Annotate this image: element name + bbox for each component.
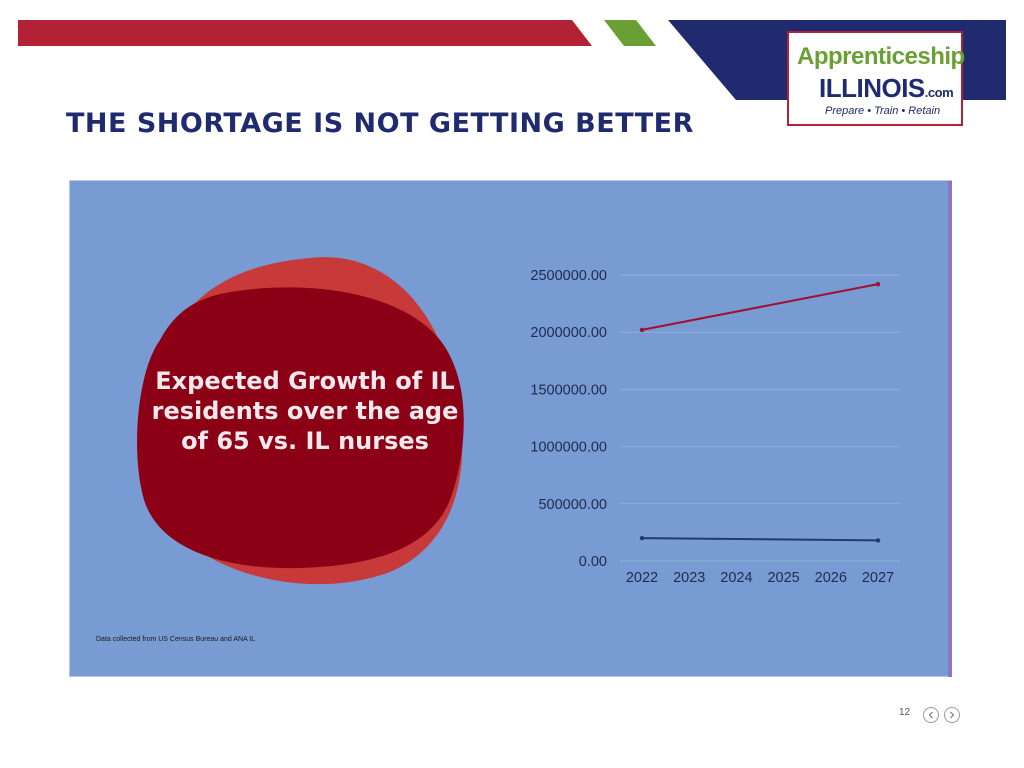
y-tick-label: 2000000.00 [530, 325, 607, 341]
data-point [639, 327, 645, 333]
page-number: 12 [899, 707, 911, 718]
x-tick-label: 2022 [626, 570, 658, 586]
green-band [604, 20, 656, 46]
data-point [875, 281, 881, 287]
x-tick-label: 2025 [767, 570, 799, 586]
y-tick-label: 500000.00 [538, 497, 607, 513]
y-tick-label: 1000000.00 [530, 440, 607, 456]
logo-line1: Apprenticeship [797, 43, 965, 70]
line-chart: 0.00 500000.00 1000000.00 1500000.00 2000000… [530, 268, 900, 586]
blob-front [137, 287, 464, 569]
source-note: Data collected from US Census Bureau and… [96, 636, 256, 643]
y-tick-label: 1500000.00 [530, 382, 607, 398]
logo-tagline: Prepare • Train • Retain [825, 105, 941, 117]
x-tick-label: 2023 [673, 570, 705, 586]
infographic-heading: Expected Growth of IL residents over the… [151, 367, 459, 455]
logo-line2: ILLINOIS.com [819, 73, 954, 104]
logo-line2-main: ILLINOIS [819, 73, 925, 103]
x-tick-label: 2024 [720, 570, 752, 586]
chevron-right-icon [950, 711, 955, 719]
next-slide-button[interactable] [944, 707, 960, 723]
logo-line2-suffix: .com [924, 85, 954, 100]
red-band [18, 20, 592, 46]
apprenticeship-illinois-logo: Apprenticeship ILLINOIS.com Prepare • Tr… [787, 31, 965, 126]
page-title: THE SHORTAGE IS NOT GETTING BETTER [66, 108, 694, 139]
prev-slide-button[interactable] [923, 707, 939, 723]
panel-edge [948, 181, 952, 677]
heading-blob [137, 257, 464, 585]
y-tick-label: 2500000.00 [530, 268, 607, 284]
chevron-left-icon [928, 711, 933, 719]
x-tick-label: 2026 [815, 570, 847, 586]
series-line [641, 283, 879, 331]
data-point [875, 538, 881, 543]
y-tick-label: 0.00 [579, 554, 607, 570]
data-point [639, 535, 645, 541]
series-line [641, 537, 879, 542]
x-tick-label: 2027 [862, 570, 894, 586]
